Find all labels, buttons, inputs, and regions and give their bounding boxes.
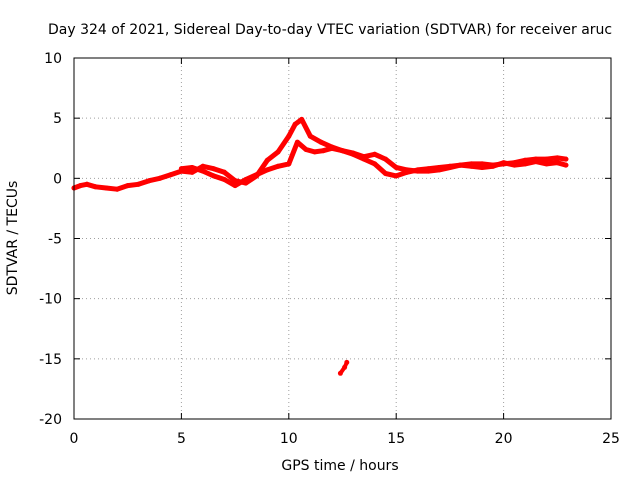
chart-title: Day 324 of 2021, Sidereal Day-to-day VTE… [48,22,612,38]
data-point [361,156,367,162]
data-point [479,165,485,170]
y-axis-label: SDTVAR / TECUs [5,181,21,296]
data-point [178,166,184,172]
x-tick-label: 10 [280,431,298,447]
data-point [189,169,195,175]
data-point [93,184,98,190]
data-point [275,163,281,169]
data-point [286,161,292,167]
data-point [404,169,410,175]
data-point [157,175,163,181]
data-point [320,148,326,154]
x-tick-label: 15 [387,431,405,447]
y-tick-label: -5 [48,232,62,248]
data-point [563,156,569,162]
data-point [436,165,442,170]
data-point [511,162,517,168]
y-tick-label: 5 [53,111,62,127]
data-point [189,165,195,170]
data-point [299,116,305,122]
x-tick-label: 0 [70,431,79,447]
data-point [350,151,356,157]
data-point [200,163,206,169]
data-point [340,148,345,154]
data-point [544,161,550,167]
data-point [544,156,550,162]
data-point [415,167,421,173]
data-point [468,163,474,169]
data-point [114,186,120,192]
data-point [294,139,300,145]
data-point [329,145,335,151]
data-point [533,159,539,164]
grid [74,58,611,419]
data-point [135,181,141,187]
data-point [103,185,109,191]
x-tick-label: 5 [177,431,186,447]
y-tick-label: -10 [39,292,62,308]
data-point [490,163,496,169]
data-point [125,183,131,189]
data-point [501,160,507,166]
data-point [554,160,560,166]
y-tick-label: 10 [44,51,62,67]
data-point [307,133,313,139]
data-point [264,157,270,163]
data-point [146,178,152,184]
data-point [221,169,227,175]
y-tick-label: 0 [53,171,62,187]
y-tick-label: -20 [39,412,62,428]
data-point [286,133,292,139]
data-point [554,155,560,161]
data-point [342,364,348,370]
data-point [337,370,343,376]
data-point [264,167,270,173]
data-point [383,171,388,176]
data-point [312,149,318,155]
data-point [372,151,378,157]
data-point [458,162,464,168]
data-point [344,359,350,365]
x-tick-label: 20 [495,431,513,447]
data-point [254,172,260,178]
data-point [200,168,206,174]
data-point [168,172,174,178]
data-point [393,173,399,179]
data-point [318,139,324,145]
data-point [383,156,388,162]
data-point [292,121,298,127]
data-point [372,161,378,167]
data-point [393,165,399,170]
series-group [71,116,569,376]
data-point [303,147,309,152]
data-point [77,183,83,189]
data-point [232,178,238,184]
y-tick-label: -15 [39,352,62,368]
data-point [522,161,528,167]
data-point [84,181,90,187]
data-point [275,149,281,155]
data-point [243,177,249,182]
ticks: 0 5 10 15 20 25 -20 -15 -10 -5 0 5 10 [39,51,620,447]
data-point [425,166,431,172]
data-point [232,183,238,189]
data-point [563,162,569,168]
data-point [447,163,453,169]
x-tick-label: 25 [602,431,620,447]
x-axis-label: GPS time / hours [281,458,398,474]
data-point [211,166,217,172]
data-point [211,173,217,179]
data-point [221,177,227,182]
